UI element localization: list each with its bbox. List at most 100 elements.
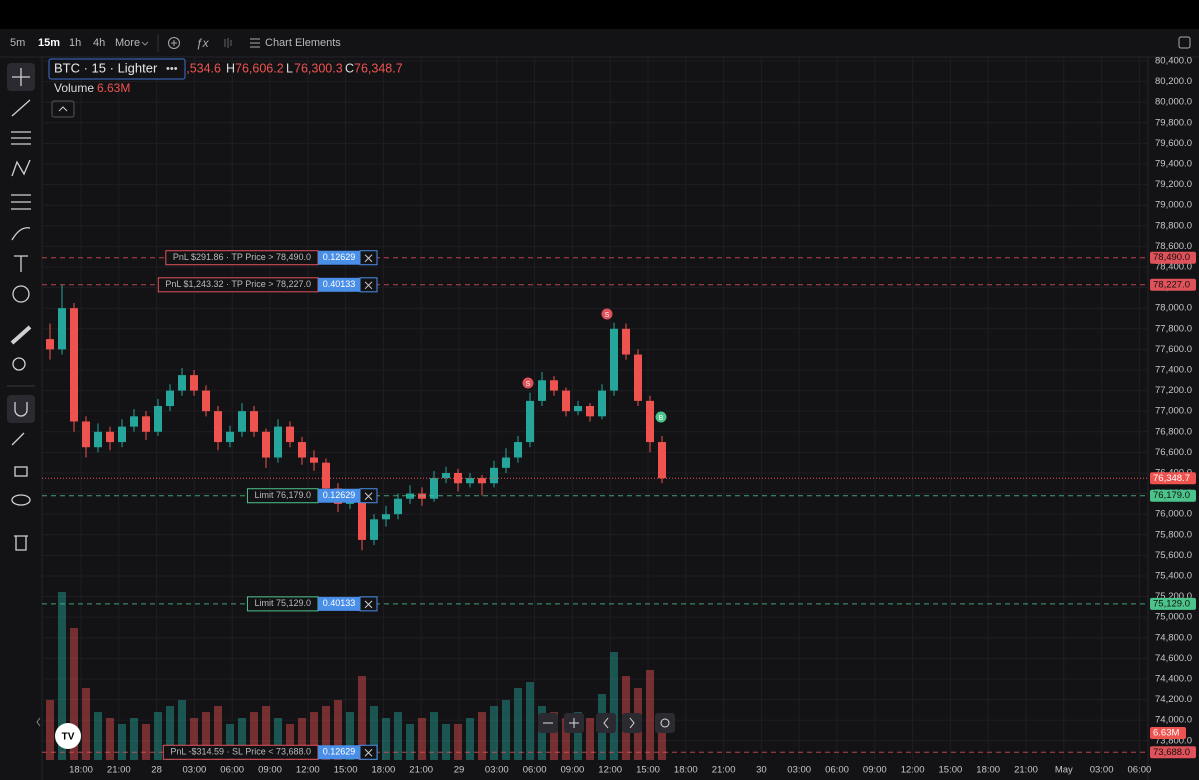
x-tick-label: 06:00: [1128, 765, 1152, 776]
projection-tool[interactable]: [11, 194, 31, 210]
drawing-tools: [7, 63, 35, 551]
camera-icon[interactable]: [1178, 36, 1191, 49]
chart-elements[interactable]: Chart Elements: [265, 37, 341, 49]
volume-badge: [1150, 727, 1186, 739]
y-tick-label: 75,200.0: [1155, 591, 1192, 602]
fx-icon[interactable]: ƒx: [196, 36, 210, 50]
y-tick-label: 74,200.0: [1155, 694, 1192, 705]
order-label[interactable]: PnL $291.86 · TP Price > 78,490.0 0.12629: [165, 250, 378, 266]
logo[interactable]: [55, 723, 81, 749]
emoji-tool[interactable]: [12, 285, 30, 303]
collapse-button[interactable]: [51, 100, 75, 118]
candle-body: [166, 390, 174, 407]
interval[interactable]: 15m: [38, 37, 60, 49]
interval[interactable]: 4h: [93, 37, 105, 49]
y-tick-label: 77,000.0: [1155, 406, 1192, 417]
candle-body: [658, 442, 666, 479]
zoom-tool[interactable]: [12, 357, 26, 371]
close-icon: [364, 748, 373, 757]
indicator-icon[interactable]: [168, 37, 180, 49]
hide-tool[interactable]: [11, 494, 31, 506]
candle-body: [610, 328, 618, 391]
y-tick-label: 78,600.0: [1155, 241, 1192, 252]
candle-body: [394, 498, 402, 515]
order-label[interactable]: PnL -$314.59 · SL Price < 73,688.0 0.1262…: [162, 744, 378, 760]
y-tick-label: 78,000.0: [1155, 303, 1192, 314]
candle-body: [202, 390, 210, 412]
close-icon: [364, 281, 373, 290]
candle-body: [154, 406, 162, 432]
buy-marker[interactable]: [655, 411, 667, 423]
more-button[interactable]: More: [115, 37, 140, 49]
y-tick-label: 79,600.0: [1155, 138, 1192, 149]
sell-marker[interactable]: [522, 377, 534, 389]
plus: [171, 40, 177, 46]
magnet-bg[interactable]: [7, 395, 35, 423]
y-tick-label: 74,000.0: [1155, 715, 1192, 726]
interval[interactable]: 5m: [10, 37, 25, 49]
sell-marker[interactable]: [601, 308, 613, 320]
candle-body: [562, 390, 570, 412]
trendline-tool[interactable]: [11, 99, 31, 117]
magnet-tool: [14, 402, 28, 417]
lock-tool[interactable]: [14, 466, 28, 477]
qty-text: 0.40133: [323, 598, 356, 608]
scroll-right[interactable]: [622, 713, 642, 733]
candle-body: [490, 467, 498, 484]
candle-body: [634, 354, 642, 401]
scroll-left[interactable]: [596, 713, 616, 733]
volume-bar: [322, 706, 330, 760]
axis-badge: [1150, 251, 1196, 264]
axis-badge: [1150, 746, 1196, 759]
candle-body: [550, 380, 558, 391]
qty-text: 0.12629: [323, 747, 356, 757]
candle-body: [286, 426, 294, 443]
crosshair-tool[interactable]: [12, 68, 30, 86]
fib-tool[interactable]: [11, 131, 31, 145]
volume-bar: [382, 718, 390, 760]
volume-bar: [166, 706, 174, 760]
order-label[interactable]: PnL $1,243.32 · TP Price > 78,227.0 0.401…: [157, 277, 378, 293]
interval[interactable]: 1h: [69, 37, 81, 49]
delete-tool[interactable]: [14, 535, 28, 551]
candle-body: [622, 328, 630, 355]
volume-bar: [238, 718, 246, 760]
candle-body: [310, 457, 318, 463]
x-tick-label: 21:00: [712, 765, 736, 776]
volume-bar: [178, 700, 186, 760]
candle-body: [358, 498, 366, 540]
ruler-tool[interactable]: [10, 325, 32, 345]
candle-body: [190, 375, 198, 391]
icons: [543, 717, 635, 729]
compare-icon[interactable]: [224, 38, 232, 48]
symbol-box[interactable]: [48, 58, 186, 80]
order-label[interactable]: Limit 75,129.0 0.40133: [246, 596, 378, 612]
marker-label: S: [605, 312, 610, 319]
menu-dots[interactable]: •••: [166, 63, 178, 75]
y-tick-label: 77,800.0: [1155, 323, 1192, 334]
qty-text: 0.12629: [323, 252, 356, 262]
qty-text: 0.40133: [323, 279, 356, 289]
reset[interactable]: [655, 713, 675, 733]
candle-body: [478, 478, 486, 484]
volume-bar: [502, 700, 510, 760]
candle-body: [454, 472, 462, 484]
volume-pane: [46, 592, 666, 760]
order-text: PnL $1,243.32 · TP Price > 78,227.0: [165, 279, 311, 289]
text-tool[interactable]: [14, 255, 28, 272]
order-label[interactable]: Limit 76,179.0 0.12629: [246, 488, 378, 504]
y-tick-label: 78,800.0: [1155, 220, 1192, 231]
volume-bar: [310, 712, 318, 760]
brush-tool[interactable]: [11, 227, 31, 241]
lock-drawing-tool[interactable]: [11, 432, 25, 446]
candle-body: [250, 411, 258, 432]
pattern-tool[interactable]: [11, 159, 31, 177]
axis-badge-label: 73,688.0: [1153, 747, 1190, 758]
y-tick-label: 75,800.0: [1155, 529, 1192, 540]
collapse-arrow[interactable]: [36, 717, 41, 727]
volume-bar: [586, 718, 594, 760]
x-tick-label: 28: [151, 765, 162, 776]
volume-label: Volume: [54, 81, 94, 95]
x-tick-label: 21:00: [107, 765, 131, 776]
volume-bar: [106, 718, 114, 760]
